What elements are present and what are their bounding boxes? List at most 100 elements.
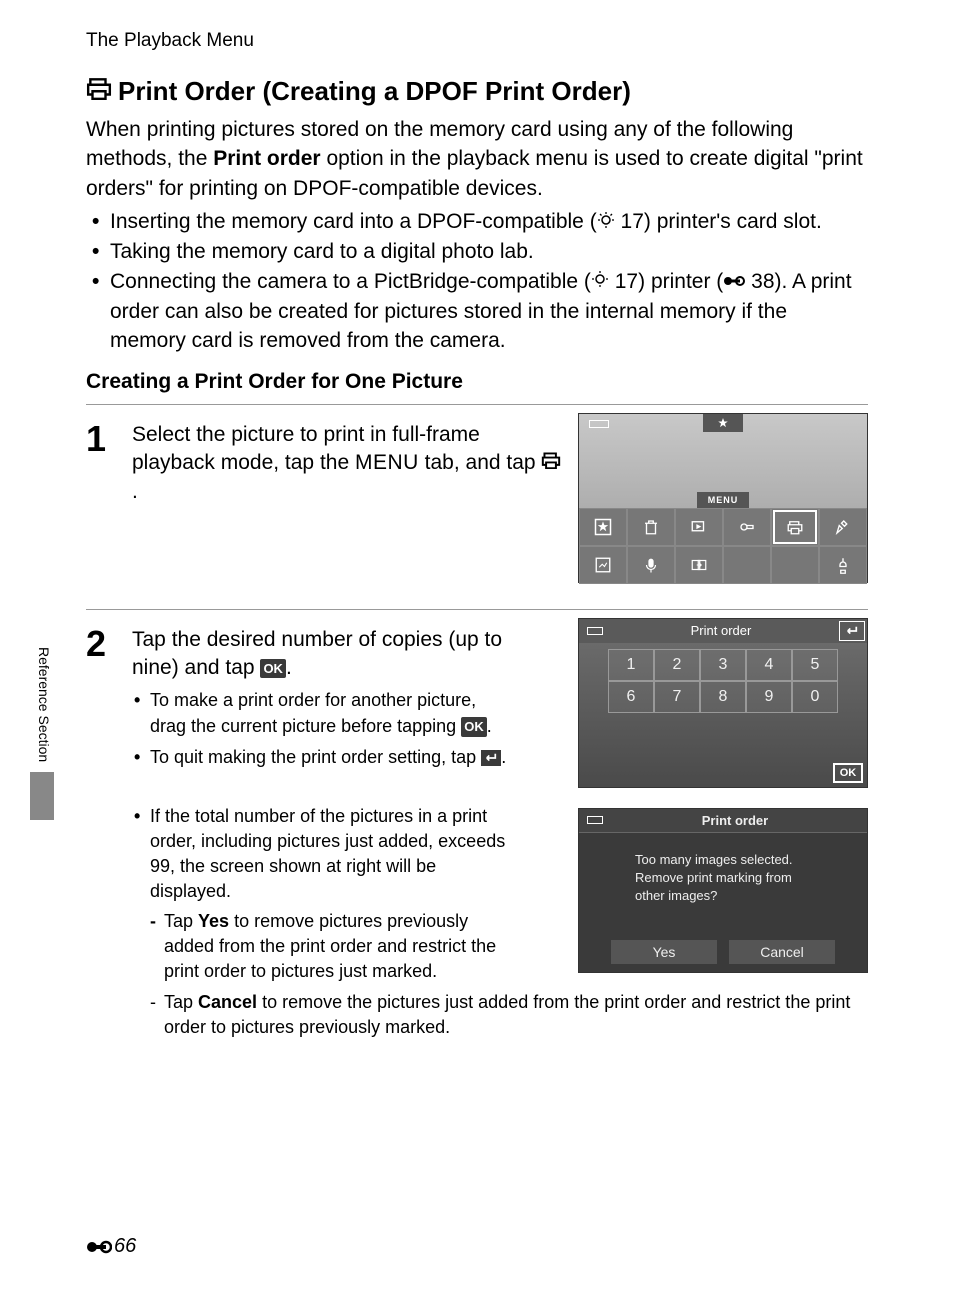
msg-line: other images? — [635, 887, 827, 905]
text: . — [132, 480, 138, 503]
intro-paragraph: When printing pictures stored on the mem… — [86, 115, 868, 203]
page-ref: 38 — [745, 270, 774, 293]
separator — [86, 404, 868, 405]
print-icon — [541, 449, 561, 477]
num-key: 2 — [654, 649, 700, 681]
intro-bullet-list: Inserting the memory card into a DPOF-co… — [86, 207, 868, 355]
grid-trash-icon — [627, 508, 675, 546]
dash-list-wide: Tap Cancel to remove the pictures just a… — [132, 990, 868, 1040]
camera-screen-menu: MENU — [578, 413, 868, 583]
text: Tap the desired number of copies (up to … — [132, 628, 502, 679]
intro-bullet: Taking the memory card to a digital phot… — [110, 237, 868, 266]
step-text: Tap the desired number of copies (up to … — [132, 626, 512, 683]
grid-empty — [723, 546, 771, 584]
num-key: 8 — [700, 681, 746, 713]
grid-print-icon — [771, 508, 819, 546]
step-1: 1 Select the picture to print in full-fr… — [86, 413, 868, 601]
side-tab: Reference Section — [30, 640, 54, 820]
favorite-tab — [703, 414, 743, 432]
warning-message: Too many images selected. Remove print m… — [579, 833, 867, 906]
side-tab-marker — [30, 772, 54, 820]
page-ref: 17 — [615, 210, 644, 233]
grid-empty — [771, 546, 819, 584]
grid-setup-icon — [819, 546, 867, 584]
lightbulb-icon — [597, 208, 615, 237]
intro-bullet: Inserting the memory card into a DPOF-co… — [110, 207, 868, 237]
camera-screen-number-pad: Print order 1 2 3 4 5 6 7 8 9 0 OK — [578, 618, 868, 788]
back-icon — [481, 750, 501, 766]
yes-button: Yes — [611, 940, 717, 964]
intro-bullet: Connecting the camera to a PictBridge-co… — [110, 267, 868, 356]
num-key: 0 — [792, 681, 838, 713]
menu-label-inline: MENU — [355, 451, 419, 474]
step2-sub-list: To make a print order for another pictur… — [132, 688, 512, 770]
link-icon — [86, 1239, 112, 1255]
page-title: Print Order (Creating a DPOF Print Order… — [118, 76, 631, 107]
grid-edit-icon — [579, 546, 627, 584]
cancel-button: Cancel — [729, 940, 835, 964]
num-key: 6 — [608, 681, 654, 713]
dash-item: Tap Yes to remove pictures previously ad… — [164, 909, 512, 985]
t: Cancel — [198, 992, 257, 1012]
intro-bold: Print order — [213, 147, 320, 170]
t: to remove the pictures just added from t… — [164, 992, 850, 1037]
separator — [86, 609, 868, 610]
page-number-value: 66 — [114, 1235, 136, 1258]
side-tab-label: Reference Section — [30, 640, 54, 770]
ok-button: OK — [833, 763, 863, 783]
ok-icon: OK — [461, 717, 487, 737]
step-2: 2 Tap the desired number of copies (up t… — [86, 618, 868, 1045]
section-header: The Playback Menu — [86, 30, 868, 52]
print-order-icon — [86, 76, 112, 107]
msg-line: Too many images selected. — [635, 851, 827, 869]
step-number: 1 — [86, 421, 114, 601]
screen-title: Print order — [603, 623, 839, 638]
page-ref: 17 — [609, 270, 638, 293]
text: To make a print order for another pictur… — [150, 690, 476, 735]
screen-title: Print order — [603, 813, 867, 828]
text: . — [501, 747, 506, 767]
bullet-text: ) printer ( — [638, 270, 723, 293]
text: To quit making the print order setting, … — [150, 747, 481, 767]
grid-protect-icon — [723, 508, 771, 546]
num-key: 9 — [746, 681, 792, 713]
lightbulb-icon — [591, 267, 609, 296]
num-key: 1 — [608, 649, 654, 681]
grid-copy-icon — [675, 546, 723, 584]
battery-icon — [589, 420, 609, 428]
text: If the total number of the pictures in a… — [150, 806, 505, 902]
menu-tab: MENU — [697, 492, 749, 508]
sub-bullet: If the total number of the pictures in a… — [150, 804, 512, 984]
num-key: 5 — [792, 649, 838, 681]
step2-sub-list-2: If the total number of the pictures in a… — [132, 804, 512, 984]
bullet-text: Connecting the camera to a PictBridge-co… — [110, 270, 591, 293]
text: tab, and tap — [419, 451, 542, 474]
ok-icon: OK — [260, 659, 286, 679]
back-button — [839, 621, 865, 641]
battery-icon — [587, 627, 603, 635]
num-key: 3 — [700, 649, 746, 681]
grid-voice-icon — [627, 546, 675, 584]
sub-bullet: To make a print order for another pictur… — [150, 688, 512, 738]
dash-list: Tap Yes to remove pictures previously ad… — [150, 909, 512, 985]
step-text: Select the picture to print in full-fram… — [132, 421, 562, 506]
battery-icon — [587, 816, 603, 824]
t: Tap — [164, 911, 198, 931]
bullet-text: Inserting the memory card into a DPOF-co… — [110, 210, 597, 233]
t: Tap — [164, 992, 198, 1012]
subheading: Creating a Print Order for One Picture — [86, 370, 868, 394]
link-icon — [723, 267, 745, 296]
msg-line: Remove print marking from — [635, 869, 827, 887]
text: . — [487, 716, 492, 736]
num-key: 7 — [654, 681, 700, 713]
grid-star-icon — [579, 508, 627, 546]
bullet-text: ) printer's card slot. — [644, 210, 822, 233]
grid-slideshow-icon — [675, 508, 723, 546]
text: . — [286, 656, 292, 679]
dash-item: Tap Cancel to remove the pictures just a… — [164, 990, 868, 1040]
number-grid: 1 2 3 4 5 6 7 8 9 0 — [608, 649, 838, 713]
grid-retouch-icon — [819, 508, 867, 546]
num-key: 4 — [746, 649, 792, 681]
page-number: 66 — [86, 1235, 136, 1258]
step-number: 2 — [86, 626, 114, 1045]
